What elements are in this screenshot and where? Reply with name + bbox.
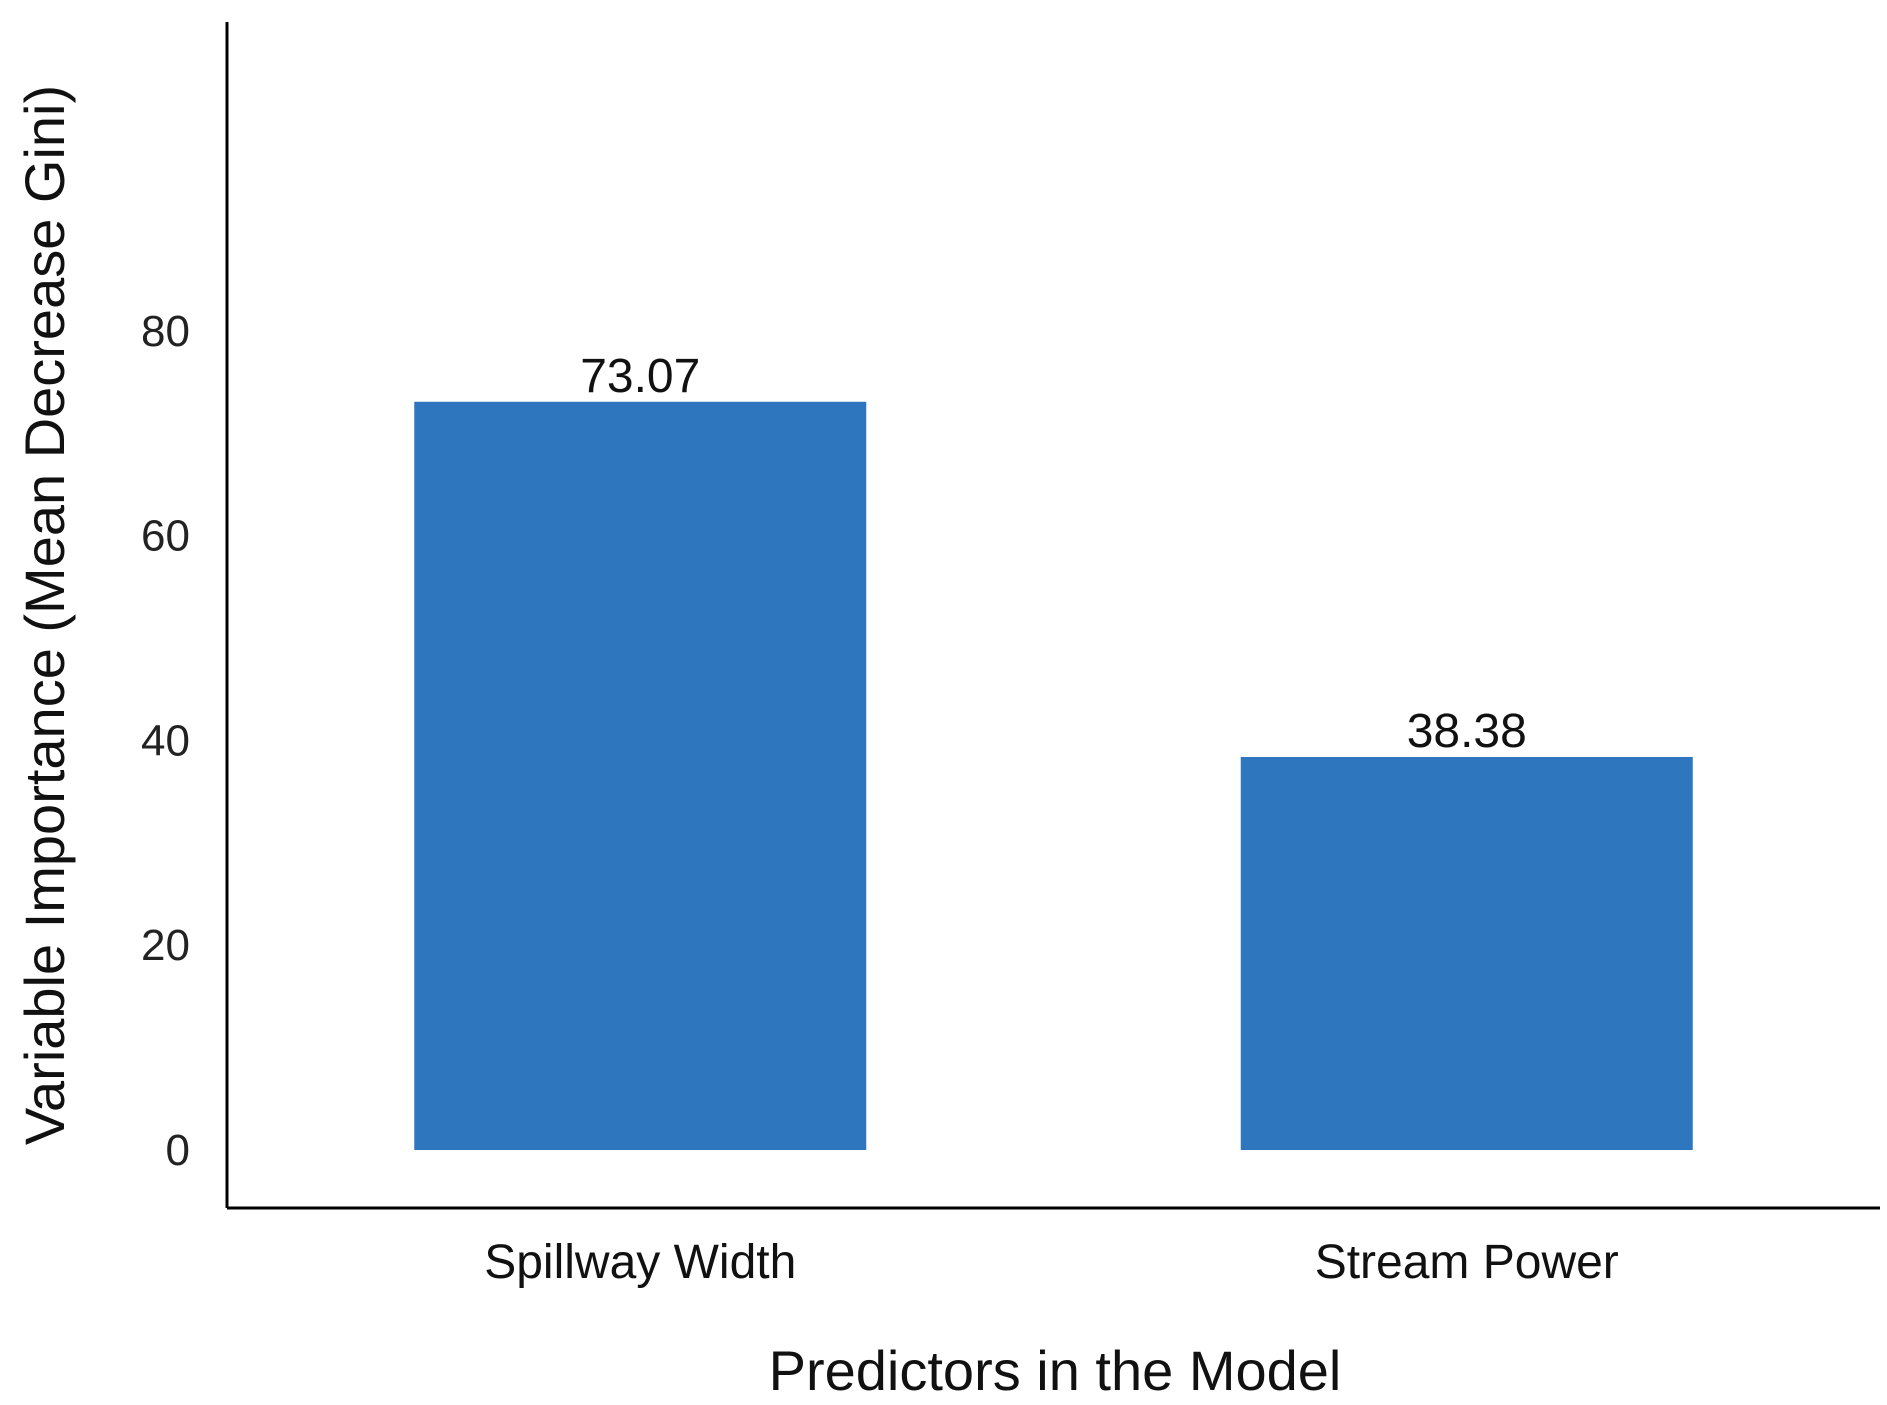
bar-value-label: 38.38 (1407, 705, 1527, 758)
x-category-label: Stream Power (1315, 1236, 1619, 1289)
data-labels: 73.07 38.38 (580, 350, 1527, 758)
bars (414, 401, 1693, 1151)
y-tick-label: 80 (141, 307, 190, 356)
bar-value-label: 73.07 (580, 350, 700, 403)
x-category-label: Spillway Width (484, 1236, 796, 1289)
bar (1240, 756, 1693, 1150)
x-axis-categories: Spillway Width Stream Power (484, 1236, 1619, 1289)
y-tick-label: 20 (141, 921, 190, 970)
y-tick-label: 40 (141, 716, 190, 765)
bar (414, 401, 867, 1151)
y-axis-ticks: 0 20 40 60 80 (141, 307, 190, 1175)
x-axis-title: Predictors in the Model (769, 1339, 1342, 1402)
y-tick-label: 0 (166, 1126, 190, 1175)
y-tick-label: 60 (141, 512, 190, 561)
y-axis-title: Variable Importance (Mean Decrease Gini) (13, 85, 76, 1145)
